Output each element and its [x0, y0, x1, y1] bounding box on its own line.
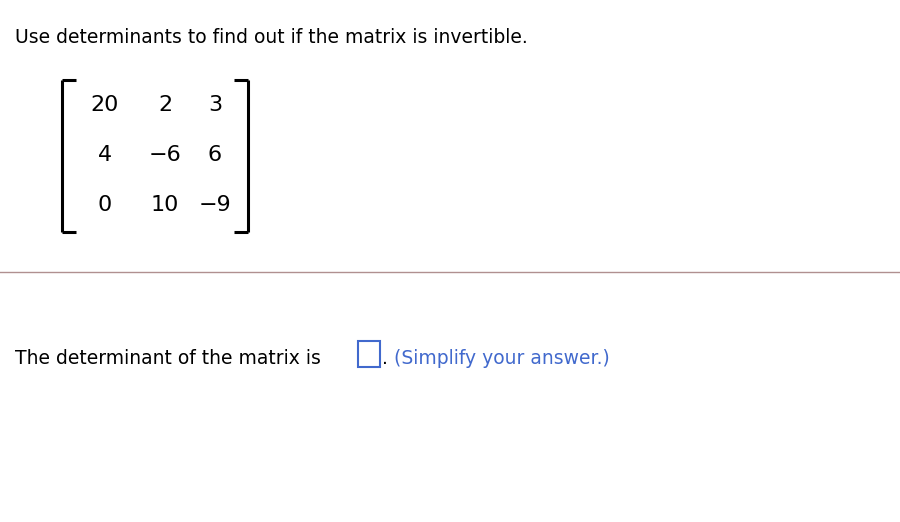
Text: 20: 20: [91, 95, 119, 115]
Text: 10: 10: [151, 195, 179, 215]
Bar: [358, 341, 380, 367]
Text: (Simplify your answer.): (Simplify your answer.): [388, 349, 610, 367]
Text: 2: 2: [158, 95, 172, 115]
Text: 3: 3: [208, 95, 222, 115]
Text: −6: −6: [148, 145, 182, 165]
Text: .: .: [382, 349, 388, 367]
Text: 4: 4: [98, 145, 112, 165]
Text: 0: 0: [98, 195, 112, 215]
Text: Use determinants to find out if the matrix is invertible.: Use determinants to find out if the matr…: [15, 28, 527, 47]
Text: The determinant of the matrix is: The determinant of the matrix is: [15, 349, 321, 367]
Text: −9: −9: [199, 195, 231, 215]
Text: 6: 6: [208, 145, 222, 165]
